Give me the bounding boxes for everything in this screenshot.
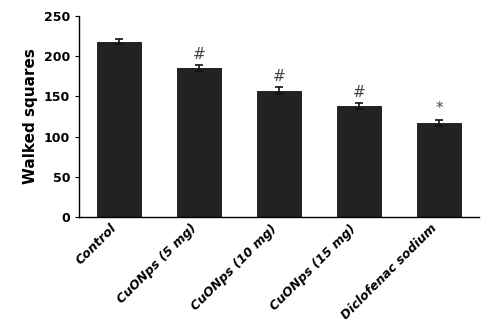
Text: #: # (353, 85, 366, 100)
Bar (97, 42, 141, 217)
Text: #: # (273, 69, 286, 84)
Y-axis label: Walked squares: Walked squares (23, 48, 38, 184)
Text: #: # (193, 47, 206, 62)
Bar (177, 68, 221, 217)
Bar (417, 123, 461, 217)
Text: *: * (435, 101, 443, 116)
Bar (257, 91, 301, 217)
Bar (337, 106, 381, 217)
